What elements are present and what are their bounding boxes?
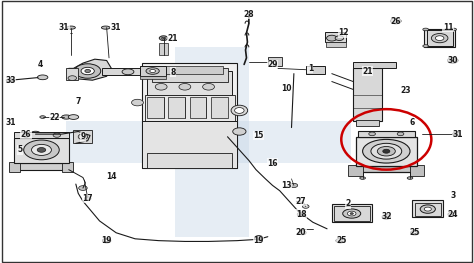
FancyBboxPatch shape [168, 97, 185, 118]
Ellipse shape [435, 36, 444, 41]
Text: 14: 14 [106, 172, 117, 181]
FancyBboxPatch shape [356, 137, 417, 166]
Text: 21: 21 [168, 34, 178, 43]
Ellipse shape [162, 37, 165, 39]
FancyBboxPatch shape [147, 153, 232, 168]
Text: 18: 18 [296, 210, 306, 219]
Text: 26: 26 [391, 17, 401, 26]
Text: 11: 11 [443, 23, 453, 32]
Ellipse shape [102, 238, 111, 243]
FancyBboxPatch shape [142, 121, 237, 168]
Ellipse shape [371, 143, 402, 159]
Text: 8: 8 [170, 68, 176, 77]
Ellipse shape [431, 33, 448, 43]
Text: 25: 25 [410, 228, 420, 237]
Text: 4: 4 [37, 60, 43, 69]
FancyBboxPatch shape [353, 62, 396, 68]
Ellipse shape [235, 108, 244, 113]
Ellipse shape [81, 67, 94, 75]
FancyBboxPatch shape [268, 57, 282, 66]
Text: 19: 19 [101, 236, 112, 245]
Text: 22: 22 [49, 113, 60, 122]
Ellipse shape [159, 36, 168, 41]
FancyBboxPatch shape [325, 32, 346, 42]
FancyBboxPatch shape [175, 47, 249, 237]
Text: 26: 26 [21, 130, 31, 139]
Ellipse shape [233, 128, 246, 135]
Text: 10: 10 [282, 84, 292, 93]
Text: 2: 2 [346, 199, 351, 208]
FancyBboxPatch shape [427, 30, 453, 46]
Ellipse shape [343, 209, 361, 218]
Text: 7: 7 [75, 97, 81, 106]
Text: 19: 19 [253, 236, 264, 245]
Text: 24: 24 [447, 210, 458, 219]
Text: 31: 31 [111, 23, 121, 32]
Ellipse shape [335, 36, 344, 41]
Polygon shape [69, 59, 111, 80]
FancyBboxPatch shape [353, 166, 419, 172]
Ellipse shape [385, 216, 388, 218]
Ellipse shape [423, 28, 428, 31]
FancyBboxPatch shape [147, 71, 232, 95]
Ellipse shape [68, 76, 76, 80]
Text: 32: 32 [381, 213, 392, 221]
Text: 3: 3 [450, 191, 456, 200]
Ellipse shape [78, 134, 88, 140]
Ellipse shape [24, 140, 59, 160]
Text: 25: 25 [336, 236, 346, 245]
Text: 23: 23 [400, 86, 410, 95]
Ellipse shape [6, 79, 15, 82]
FancyBboxPatch shape [62, 162, 73, 172]
Ellipse shape [424, 207, 431, 211]
FancyBboxPatch shape [14, 138, 69, 163]
FancyBboxPatch shape [424, 29, 455, 47]
Ellipse shape [338, 240, 342, 241]
FancyBboxPatch shape [211, 97, 228, 118]
Ellipse shape [231, 105, 247, 116]
Ellipse shape [453, 132, 460, 136]
Text: 6: 6 [410, 118, 415, 127]
Ellipse shape [202, 84, 214, 90]
FancyBboxPatch shape [9, 162, 20, 172]
Ellipse shape [450, 59, 455, 62]
Text: 29: 29 [267, 60, 278, 69]
Ellipse shape [350, 213, 353, 215]
Text: 13: 13 [282, 181, 292, 190]
FancyBboxPatch shape [410, 165, 424, 176]
Ellipse shape [40, 116, 46, 118]
Ellipse shape [33, 133, 38, 135]
Ellipse shape [150, 69, 155, 73]
FancyBboxPatch shape [306, 66, 325, 74]
FancyBboxPatch shape [190, 97, 206, 118]
Ellipse shape [122, 69, 134, 75]
FancyBboxPatch shape [358, 131, 415, 137]
Text: 17: 17 [82, 194, 93, 203]
Ellipse shape [397, 132, 404, 136]
Ellipse shape [336, 238, 345, 243]
FancyBboxPatch shape [142, 63, 237, 168]
FancyBboxPatch shape [102, 68, 140, 75]
FancyBboxPatch shape [159, 43, 168, 55]
Ellipse shape [31, 144, 51, 155]
Text: 30: 30 [447, 56, 458, 65]
Ellipse shape [62, 115, 71, 119]
Text: 31: 31 [452, 130, 463, 139]
Ellipse shape [369, 132, 375, 136]
Text: 16: 16 [267, 159, 278, 168]
FancyBboxPatch shape [152, 68, 228, 82]
Ellipse shape [255, 236, 263, 240]
Ellipse shape [68, 115, 79, 119]
Ellipse shape [37, 148, 46, 152]
Text: 9: 9 [80, 132, 86, 141]
FancyBboxPatch shape [356, 120, 379, 126]
Ellipse shape [423, 45, 428, 47]
Ellipse shape [105, 240, 109, 242]
Ellipse shape [391, 18, 401, 24]
FancyBboxPatch shape [415, 203, 441, 216]
Ellipse shape [79, 186, 87, 190]
Ellipse shape [451, 28, 456, 31]
FancyBboxPatch shape [412, 200, 443, 217]
Ellipse shape [155, 84, 167, 90]
